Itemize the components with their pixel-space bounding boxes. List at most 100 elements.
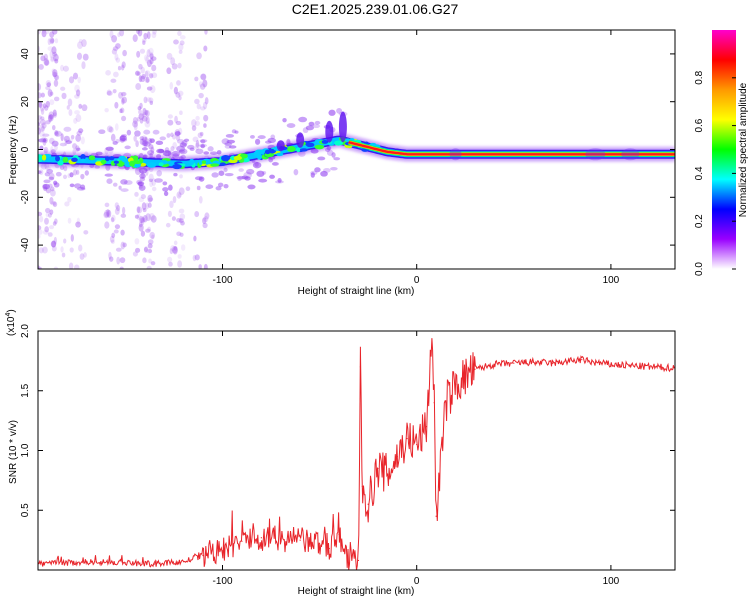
spectrogram-y-label: Frequency (Hz) bbox=[8, 116, 19, 185]
noise-blob bbox=[305, 125, 314, 131]
colorbar-ticks: 0.0 0.2 0.4 0.6 0.8 bbox=[694, 70, 736, 276]
noise-blob bbox=[115, 205, 121, 212]
noise-blob bbox=[38, 211, 43, 217]
noise-blob bbox=[150, 215, 157, 223]
noise-blob bbox=[48, 176, 55, 181]
noise-blob bbox=[54, 144, 58, 151]
noise-blob bbox=[173, 86, 178, 95]
noise-blob bbox=[108, 251, 112, 260]
colorbar-tick-label: 0.0 bbox=[694, 262, 705, 276]
noise-blob bbox=[198, 92, 204, 99]
colorbar-tick-label: 0.2 bbox=[694, 214, 705, 228]
noise-blob bbox=[314, 167, 321, 173]
ridge-spike bbox=[338, 111, 347, 143]
noise-blob bbox=[59, 142, 67, 147]
noise-blob bbox=[109, 235, 115, 243]
noise-blob bbox=[119, 266, 124, 269]
noise-blob bbox=[223, 167, 228, 173]
noise-blob bbox=[217, 182, 224, 188]
noise-blob bbox=[151, 72, 158, 79]
noise-blob bbox=[67, 217, 72, 224]
noise-blob bbox=[53, 72, 59, 80]
noise-blob bbox=[179, 40, 185, 46]
snr-data-point bbox=[649, 366, 651, 368]
noise-blob bbox=[110, 239, 115, 244]
noise-blob bbox=[138, 109, 142, 115]
noise-blob bbox=[54, 130, 59, 136]
noise-blob bbox=[72, 169, 78, 176]
ridge-spike bbox=[325, 120, 334, 143]
noise-blob bbox=[42, 246, 48, 254]
noise-blob bbox=[293, 168, 299, 176]
noise-blob bbox=[142, 207, 147, 213]
noise-blob bbox=[53, 236, 57, 245]
noise-blob bbox=[138, 63, 143, 70]
noise-blob bbox=[51, 68, 56, 74]
noise-blob bbox=[120, 213, 127, 218]
noise-blob bbox=[135, 70, 141, 76]
noise-blob bbox=[115, 123, 119, 131]
noise-blob bbox=[138, 75, 143, 83]
noise-blob bbox=[73, 117, 78, 124]
noise-blob bbox=[200, 73, 207, 81]
noise-blob bbox=[135, 70, 140, 76]
ridge-blob bbox=[276, 152, 284, 157]
snr-data-point bbox=[124, 562, 126, 564]
noise-blob bbox=[176, 145, 186, 152]
noise-blob bbox=[120, 179, 128, 185]
noise-blob bbox=[143, 96, 148, 104]
noise-blob bbox=[152, 30, 157, 35]
noise-blob bbox=[194, 98, 200, 105]
noise-blob bbox=[115, 57, 121, 63]
noise-blob bbox=[203, 45, 208, 52]
noise-blob bbox=[104, 202, 110, 208]
noise-blob bbox=[123, 180, 133, 185]
snr-y-ticks: 0.5 1.0 1.5 2.0 bbox=[20, 324, 675, 517]
noise-blob bbox=[132, 251, 138, 257]
noise-blob bbox=[197, 132, 203, 139]
noise-blob bbox=[142, 40, 146, 45]
snr-data-point bbox=[552, 362, 554, 364]
noise-blob bbox=[68, 138, 73, 143]
noise-blob bbox=[269, 174, 275, 179]
noise-blob bbox=[167, 114, 174, 119]
noise-blob bbox=[121, 206, 126, 215]
noise-blob bbox=[204, 97, 209, 105]
noise-blob bbox=[48, 172, 55, 180]
noise-blob bbox=[147, 243, 153, 249]
noise-blob bbox=[106, 125, 113, 133]
noise-blob bbox=[148, 178, 153, 183]
noise-blob bbox=[140, 75, 146, 83]
ridge-blob bbox=[198, 159, 203, 165]
noise-blob bbox=[140, 230, 146, 237]
noise-blob bbox=[50, 146, 54, 154]
noise-blob bbox=[68, 109, 73, 117]
noise-blob bbox=[45, 100, 50, 108]
noise-blob bbox=[173, 246, 178, 251]
noise-blob bbox=[38, 234, 41, 239]
noise-blob bbox=[211, 172, 219, 178]
noise-blob bbox=[202, 101, 208, 110]
noise-blob bbox=[165, 222, 171, 228]
noise-blob bbox=[149, 180, 154, 188]
noise-blob bbox=[148, 258, 152, 264]
noise-blob bbox=[310, 172, 315, 178]
noise-blob bbox=[137, 181, 145, 186]
noise-blob bbox=[178, 218, 184, 224]
noise-blob bbox=[199, 139, 208, 143]
ridge-blob bbox=[38, 154, 44, 161]
noise-blob bbox=[49, 209, 54, 215]
noise-blob bbox=[314, 120, 321, 125]
noise-blob bbox=[47, 212, 52, 218]
noise-blob bbox=[68, 76, 75, 84]
noise-blob bbox=[199, 83, 206, 90]
noise-blob bbox=[72, 72, 79, 80]
noise-blob bbox=[176, 139, 185, 144]
noise-blob bbox=[106, 178, 113, 184]
noise-blob bbox=[151, 64, 157, 72]
noise-blob bbox=[74, 84, 80, 93]
ridge-blob bbox=[41, 154, 47, 161]
snr-data-point bbox=[367, 503, 369, 505]
noise-blob bbox=[115, 139, 120, 144]
noise-blob bbox=[50, 201, 55, 206]
